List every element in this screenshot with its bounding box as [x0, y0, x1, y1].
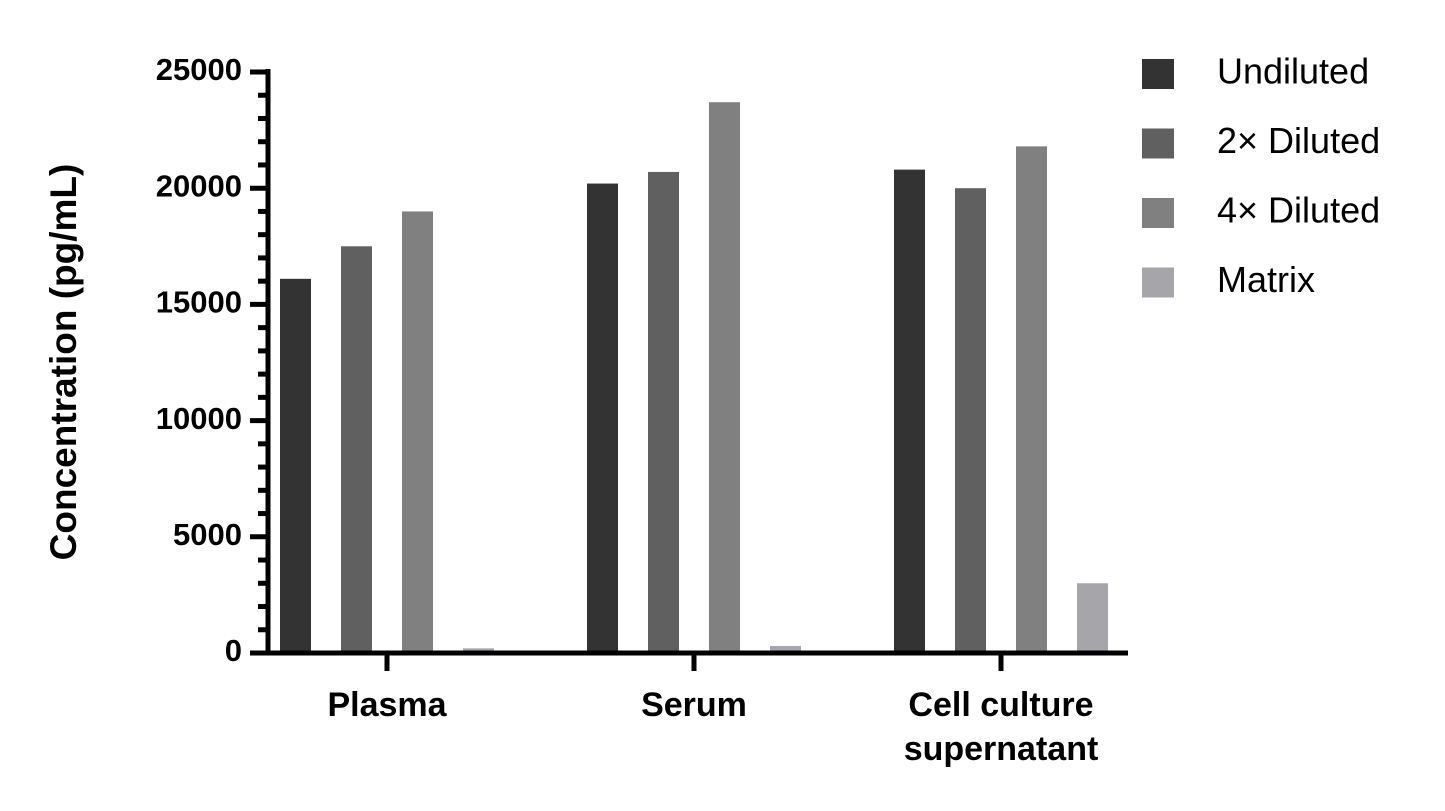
x-tick-label: Serum: [641, 686, 747, 724]
x-tick-label: Plasma: [327, 686, 447, 724]
bar: [1016, 146, 1047, 654]
bar: [955, 188, 986, 653]
y-tick-label: 0: [225, 633, 242, 668]
bar: [341, 246, 372, 654]
legend-swatch: [1142, 267, 1174, 298]
y-tick-label: 15000: [156, 285, 242, 320]
y-tick-label: 10000: [156, 401, 242, 436]
bar: [770, 646, 801, 653]
bar: [709, 102, 740, 654]
bar: [648, 171, 679, 653]
legend-label: Undiluted: [1217, 51, 1369, 92]
legend-swatch: [1142, 128, 1174, 159]
x-tick-label: Cell culture supernatant: [904, 686, 1099, 768]
legend-label: Matrix: [1217, 259, 1315, 300]
bar: [894, 169, 925, 653]
y-axis-label: Concentration (pg/mL): [43, 164, 84, 561]
legend-swatch: [1142, 198, 1174, 228]
bar: [280, 278, 311, 653]
bar: [1077, 583, 1108, 653]
y-tick-label: 5000: [173, 517, 242, 552]
legend-label: 2× Diluted: [1217, 120, 1380, 161]
bar: [402, 211, 433, 653]
y-tick-label: 25000: [156, 52, 242, 87]
legend-label: 4× Diluted: [1217, 190, 1380, 231]
bar: [587, 183, 618, 653]
y-tick-label: 20000: [156, 168, 242, 203]
legend-swatch: [1142, 59, 1174, 89]
